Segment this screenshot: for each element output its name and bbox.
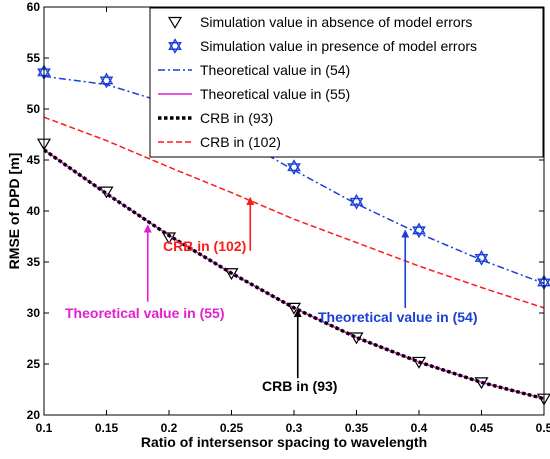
x-tick-label-4: 0.3 [286, 421, 303, 435]
y-tick-label-3: 35 [27, 255, 41, 269]
legend-box [149, 7, 544, 158]
annotation-3-label: CRB in (93) [262, 378, 337, 394]
annotation-2-label: Theoretical value in (54) [318, 309, 478, 325]
series-2-line [43, 75, 545, 285]
series-3-line [43, 149, 545, 400]
annotation-2: Theoretical value in (54) [318, 229, 478, 325]
series-0 [36, 138, 550, 406]
annotation-0: CRB in (102) [163, 196, 255, 254]
y-tick-label-1: 25 [27, 357, 41, 371]
x-tick-label-3: 0.25 [220, 421, 244, 435]
legend-label-5: CRB in (102) [200, 134, 281, 150]
x-tick-label-2: 0.2 [161, 421, 178, 435]
y-tick-label-8: 60 [27, 0, 41, 14]
series-1-point-3 [349, 193, 364, 210]
series-0-point-3 [224, 268, 239, 281]
series-3 [43, 149, 545, 400]
annotation-1: Theoretical value in (55) [65, 224, 225, 321]
x-tick-label-1: 0.15 [95, 421, 119, 435]
y-tick-label-5: 45 [27, 153, 41, 167]
legend-entry-3: Theoretical value in (55) [158, 86, 350, 102]
annotation-3: CRB in (93) [262, 309, 337, 394]
annotations: CRB in (102) Theoretical value in (55) The… [65, 196, 478, 394]
legend-marker-0 [167, 16, 183, 29]
series-2 [43, 75, 545, 285]
legend-label-1: Simulation value in presence of model er… [200, 38, 477, 54]
x-tick-label-6: 0.4 [411, 421, 428, 435]
y-tick-label-6: 50 [27, 102, 41, 116]
series-5 [43, 116, 545, 309]
legend-label-0: Simulation value in absence of model err… [200, 14, 472, 30]
legend-label-3: Theoretical value in (55) [200, 86, 350, 102]
annotation-0-label: CRB in (102) [163, 238, 246, 254]
x-tick-label-0: 0.1 [36, 421, 53, 435]
legend-entry-2: Theoretical value in (54) [158, 62, 350, 78]
legend-entry-5: CRB in (102) [158, 134, 281, 150]
series-1-point-5 [474, 250, 489, 266]
x-axis-label: Ratio of intersensor spacing to waveleng… [141, 434, 427, 450]
series-4 [43, 148, 545, 401]
series-5-line [43, 116, 545, 309]
legend-entry-4: CRB in (93) [158, 110, 273, 126]
axes: 0.1 0.15 0.2 0.25 0.3 0.35 0.4 0.45 0.5 20 25 30 35 4… [6, 0, 550, 450]
y-tick-label-7: 55 [27, 51, 41, 65]
y-axis-label: RMSE of DPD [m] [6, 153, 22, 270]
y-tick-label-2: 30 [27, 306, 41, 320]
legend-marker-1 [168, 38, 182, 54]
x-tick-label-5: 0.35 [345, 421, 369, 435]
series-1-point-1 [99, 72, 114, 89]
legend-label-2: Theoretical value in (54) [200, 62, 350, 78]
series-1-point-4 [412, 222, 426, 239]
x-tick-label-8: 0.5 [536, 421, 550, 435]
legend-label-4: CRB in (93) [200, 110, 273, 126]
legend: Simulation value in absence of model err… [149, 7, 544, 158]
y-tick-label-4: 40 [27, 204, 41, 218]
legend-entry-0: Simulation value in absence of model err… [167, 14, 472, 30]
legend-entry-1: Simulation value in presence of model er… [168, 38, 477, 54]
series-4-line [43, 148, 545, 401]
x-tick-label-7: 0.45 [470, 421, 494, 435]
annotation-1-label: Theoretical value in (55) [65, 305, 225, 321]
y-tick-label-0: 20 [27, 408, 41, 422]
plot-area [36, 64, 550, 406]
